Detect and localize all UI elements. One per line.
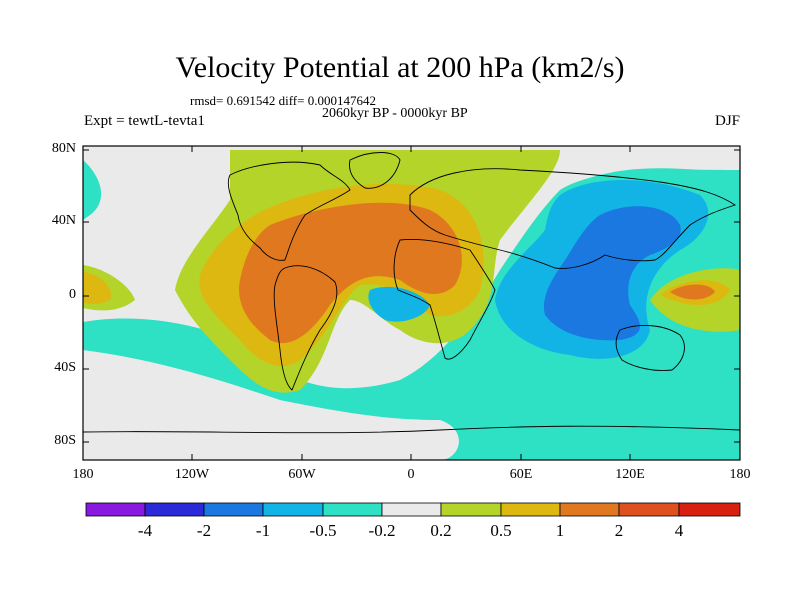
- season-label: DJF: [714, 113, 740, 129]
- colorbar-box: [203, 502, 264, 517]
- coastlines: [83, 152, 740, 434]
- colorbar-label: -1: [255, 521, 271, 540]
- colorbar-box: [618, 502, 680, 517]
- axis-ticks: [82, 146, 741, 460]
- lon-label: 120E: [615, 467, 645, 482]
- teal-region-north-pacific: [83, 160, 102, 220]
- africa-coast: [393, 239, 496, 360]
- lat-label: 80N: [51, 141, 76, 156]
- orange-region: [239, 202, 462, 344]
- lat-label: 40S: [54, 360, 76, 375]
- colorbar-box: [381, 502, 442, 517]
- colorbar-label: 1: [555, 521, 565, 540]
- antarctica-coast: [83, 425, 740, 434]
- colorbar-label: -0.5: [309, 521, 337, 540]
- colorbar-box: [85, 502, 146, 517]
- colorbar-label: -0.2: [368, 521, 396, 540]
- colorbar-label: 0.2: [430, 521, 452, 540]
- lon-label: 180: [72, 467, 94, 482]
- stats-subtitle: rmsd= 0.691542 diff= 0.000147642: [190, 93, 376, 108]
- lat-label: 80S: [54, 433, 76, 448]
- europe-asia-coast: [409, 168, 737, 269]
- chart-title: Velocity Potential at 200 hPa (km2/s): [175, 51, 625, 84]
- australia-coast: [615, 325, 685, 371]
- lon-label: 180: [729, 467, 751, 482]
- colorbar-label: -4: [137, 521, 153, 540]
- lon-label: 60E: [509, 467, 533, 482]
- lat-label: 40N: [51, 213, 76, 228]
- colorbar-box: [440, 502, 502, 517]
- colorbar-box: [500, 502, 561, 517]
- colorbar-label: -2: [196, 521, 212, 540]
- blue-region-east: [544, 206, 681, 341]
- colorbar-label: 4: [674, 521, 684, 540]
- south-america-coast: [273, 265, 338, 391]
- lon-label: 60W: [288, 467, 316, 482]
- colorbar-box: [678, 502, 741, 517]
- greenland-coast: [349, 152, 401, 189]
- cyan-region-west: [368, 286, 430, 322]
- orange-region-pacific: [670, 284, 715, 300]
- colorbar: [85, 502, 741, 517]
- experiment-label: Expt = tewtL-tevta1: [84, 113, 205, 129]
- colorbar-box: [322, 502, 383, 517]
- colorbar-box: [262, 502, 324, 517]
- colorbar-label: 2: [614, 521, 624, 540]
- lon-label: 0: [407, 467, 415, 482]
- lon-label: 120W: [174, 467, 210, 482]
- yellow-region-east-pacific: [83, 272, 111, 305]
- north-america-coast: [227, 161, 351, 261]
- period-subtitle: 2060kyr BP - 0000kyr BP: [322, 106, 468, 121]
- lat-label: 0: [69, 287, 76, 302]
- colorbar-label: 0.5: [490, 521, 512, 540]
- colorbar-box: [559, 502, 620, 517]
- colorbar-box: [144, 502, 205, 517]
